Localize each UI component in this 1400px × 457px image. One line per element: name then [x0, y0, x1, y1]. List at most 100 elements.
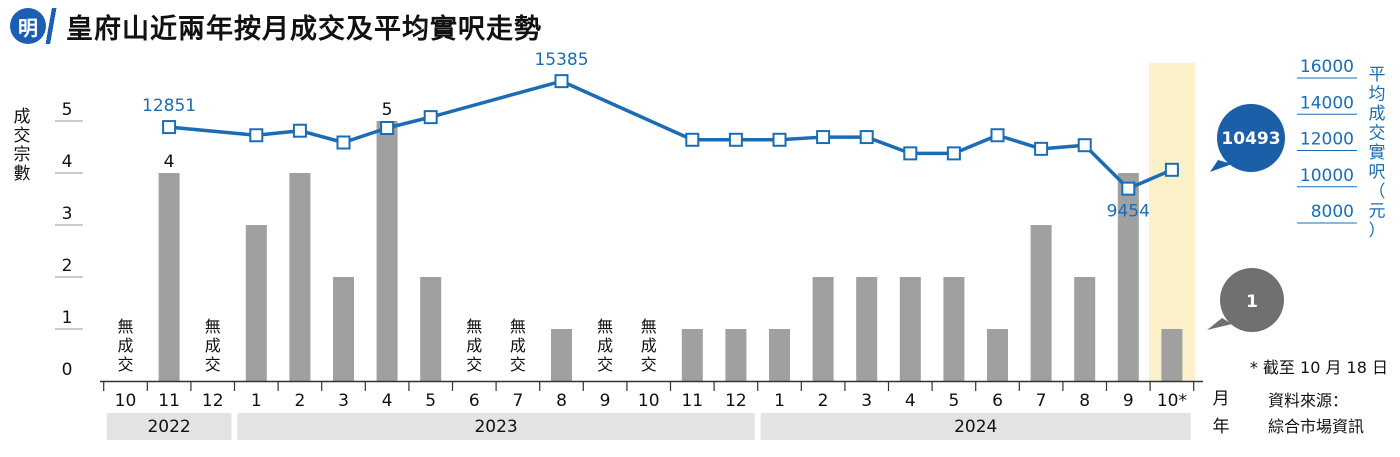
line-point: [380, 121, 395, 135]
month-label: 12: [202, 391, 224, 411]
bar: [158, 173, 180, 381]
no-deal-label-char: 成: [117, 336, 133, 355]
line-value-label: 15385: [534, 50, 588, 70]
bar: [943, 277, 965, 381]
no-deal-label-char: 成: [205, 336, 221, 355]
footnote: * 截至 10 月 18 日: [1250, 358, 1388, 377]
no-deal-label-char: 無: [597, 317, 613, 336]
line-point: [336, 135, 351, 150]
bar-value-label: 5: [382, 100, 393, 120]
right-tick-label: 14000: [1300, 93, 1354, 113]
month-label: 1: [251, 391, 262, 411]
bar: [289, 173, 311, 381]
right-axis-label-char: 元: [1369, 202, 1386, 222]
line-point: [1034, 141, 1049, 156]
right-axis-label-char: ）: [1369, 221, 1386, 241]
month-label: 5: [948, 391, 959, 411]
month-label: 10: [115, 391, 137, 411]
no-deal-label-char: 交: [641, 355, 657, 374]
month-label: 9: [1123, 391, 1134, 411]
year-band: [237, 413, 755, 440]
right-axis-label-char: （: [1369, 182, 1386, 202]
bar: [1161, 329, 1183, 381]
title-bar: 明 皇府山近兩年按月成交及平均實呎走勢: [10, 6, 542, 46]
line-point: [292, 123, 307, 138]
bar: [725, 329, 747, 381]
line-point: [423, 110, 438, 125]
year-label: 2024: [954, 417, 997, 437]
callout-line-value: 10493: [1221, 129, 1280, 149]
month-label: 11: [158, 391, 180, 411]
left-tick-label: 0: [62, 360, 73, 380]
left-tick-label: 3: [62, 204, 73, 224]
month-label: 10: [638, 391, 660, 411]
line-point: [990, 128, 1005, 143]
left-axis-label-char: 交: [14, 126, 31, 146]
line-point: [728, 132, 743, 147]
right-tick-label: 8000: [1311, 202, 1354, 222]
bar: [420, 277, 442, 381]
callout-bar-pointer: [1207, 318, 1232, 330]
year-band: [106, 413, 232, 440]
right-axis-label-char: 交: [1369, 124, 1386, 144]
bar: [987, 329, 1008, 381]
callout-bar-value: 1: [1246, 292, 1258, 312]
no-deal-label-char: 交: [466, 355, 482, 374]
line-point: [772, 132, 787, 147]
no-deal-label-char: 成: [510, 336, 526, 355]
year-band: [760, 413, 1191, 440]
bar: [681, 329, 703, 381]
left-axis-label-char: 數: [14, 164, 31, 184]
month-label: 2: [818, 391, 829, 411]
month-unit: 月: [1213, 389, 1230, 409]
bar: [1117, 173, 1139, 381]
month-label: 6: [992, 391, 1003, 411]
month-label: 6: [469, 391, 480, 411]
line-point: [816, 130, 831, 145]
callout-bar-bubble: [1220, 268, 1284, 332]
no-deal-label-char: 無: [466, 317, 482, 336]
no-deal-label-char: 無: [641, 317, 657, 336]
month-label: 4: [905, 391, 916, 411]
no-deal-label-char: 無: [117, 317, 133, 336]
bar: [812, 277, 834, 381]
line-point: [554, 74, 569, 89]
source-name: 綜合市場資訊: [1268, 417, 1364, 436]
source-label: 資料來源：: [1268, 391, 1348, 410]
right-tick-label: 16000: [1300, 57, 1354, 77]
line-point: [859, 130, 874, 145]
bar: [769, 329, 790, 381]
right-axis-label-char: 平: [1369, 65, 1386, 85]
no-deal-label-char: 交: [510, 355, 526, 374]
line-point: [946, 146, 961, 161]
month-label: 4: [382, 391, 393, 411]
line-point: [903, 146, 918, 161]
line-point: [1121, 181, 1136, 196]
right-tick-label: 12000: [1300, 130, 1354, 150]
line-point: [1164, 162, 1179, 177]
right-axis-label-char: 均: [1369, 85, 1386, 105]
month-label: 8: [556, 391, 567, 411]
month-label: 3: [338, 391, 349, 411]
month-label: 3: [861, 391, 872, 411]
bar: [376, 121, 398, 381]
line-series: [168, 79, 1173, 191]
no-deal-label-char: 成: [641, 336, 657, 355]
callout-line-pointer: [1210, 160, 1232, 172]
month-label: 8: [1079, 391, 1090, 411]
callout-line-bubble: [1217, 104, 1285, 172]
left-tick-label: 2: [62, 256, 73, 276]
line-point: [685, 132, 700, 147]
bar: [1074, 277, 1096, 381]
no-deal-label-char: 成: [597, 336, 613, 355]
month-label: 7: [512, 391, 523, 411]
month-label: 5: [425, 391, 436, 411]
month-label: 10*: [1157, 391, 1187, 411]
title-slash-decoration: [40, 8, 62, 44]
bar: [333, 277, 354, 381]
left-tick-label: 4: [62, 152, 73, 172]
bar: [1030, 225, 1052, 381]
right-axis-label-char: 呎: [1369, 163, 1386, 183]
year-unit: 年: [1213, 417, 1230, 437]
